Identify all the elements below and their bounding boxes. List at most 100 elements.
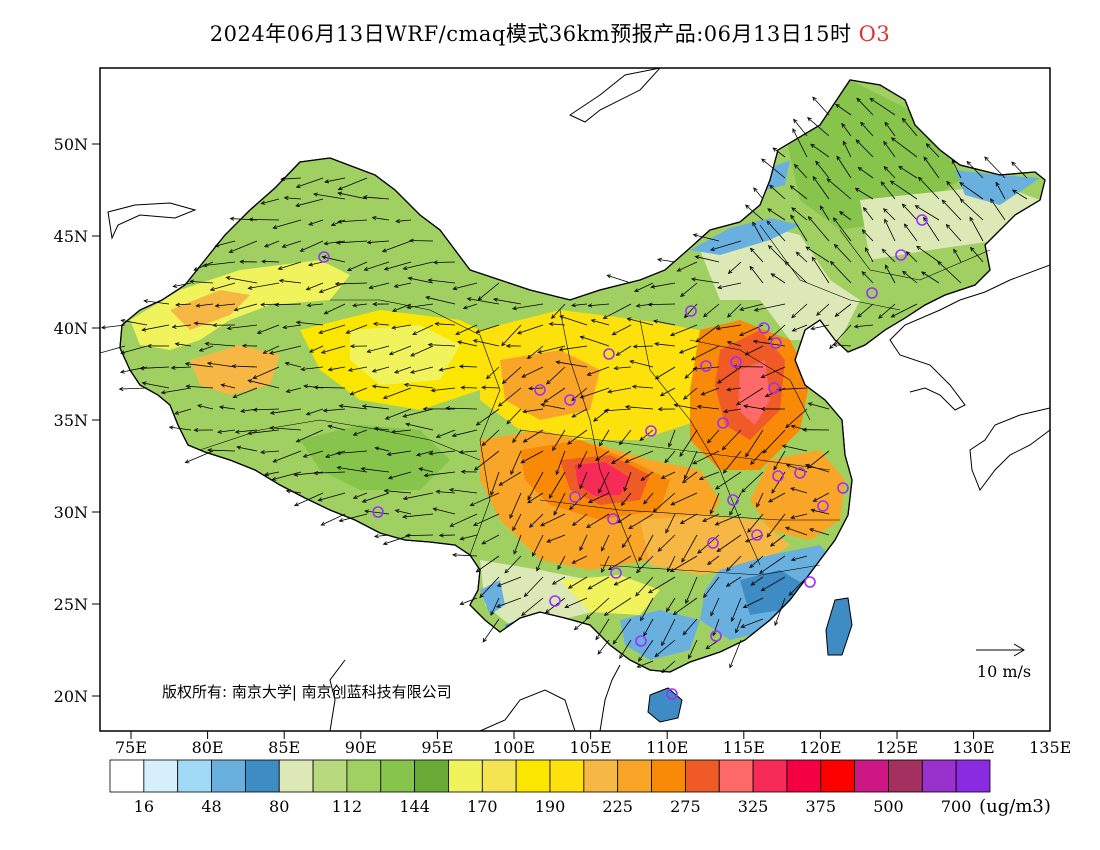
wind-arrow xyxy=(475,408,500,426)
wind-arrow xyxy=(498,471,522,486)
station-marker xyxy=(895,249,907,261)
wind-arrow xyxy=(865,247,874,263)
wind-arrow xyxy=(469,492,500,507)
wind-arrow xyxy=(247,282,280,290)
colorbar-swatch xyxy=(346,759,382,793)
wind-arrow xyxy=(197,404,214,410)
wind-arrow xyxy=(647,302,676,307)
lat-label: 25N xyxy=(54,595,88,614)
wind-arrow xyxy=(690,345,720,361)
wind-arrow xyxy=(795,251,808,263)
wind-arrow xyxy=(281,240,302,248)
wind-arrow xyxy=(862,206,874,221)
wind-arrow xyxy=(427,342,456,347)
colorbar-swatch xyxy=(684,759,720,793)
wind-arrow xyxy=(452,552,478,558)
wind-arrow xyxy=(745,429,764,458)
wind-arrow xyxy=(714,513,742,526)
wind-arrow xyxy=(295,429,324,443)
wind-arrow xyxy=(261,259,280,264)
wind-arrow xyxy=(382,534,412,546)
wind-arrow xyxy=(204,341,236,347)
wind-arrow xyxy=(218,405,236,410)
wind-arrow xyxy=(406,303,434,310)
wind-arrow xyxy=(698,471,720,481)
wind-arrow xyxy=(382,387,412,400)
station-marker xyxy=(569,491,581,503)
station-marker xyxy=(645,425,657,437)
wind-arrow xyxy=(790,513,808,520)
map-title: 2024年06月13日WRF/cmaq模式36km预报产品:06月13日15时 … xyxy=(0,18,1100,48)
wind-arrow xyxy=(320,345,346,354)
wind-arrow xyxy=(629,359,654,368)
station-marker xyxy=(607,513,619,525)
wind-arrow xyxy=(100,345,126,354)
wind-arrow xyxy=(252,407,280,412)
wind-arrow xyxy=(559,315,588,326)
wind-arrow xyxy=(683,387,698,400)
wind-arrow xyxy=(673,403,698,410)
wind-arrow xyxy=(548,471,566,499)
wind-arrow xyxy=(678,345,698,354)
wind-arrow xyxy=(599,429,610,447)
wind-arrow xyxy=(706,429,720,444)
wind-arrow xyxy=(883,208,896,221)
wind-arrow xyxy=(914,205,940,221)
wind-arrow xyxy=(256,324,280,334)
wind-arrow xyxy=(579,534,588,552)
wind-arrow xyxy=(767,324,786,341)
wind-arrow xyxy=(613,365,632,371)
colorbar-swatch xyxy=(278,759,314,793)
india-coast xyxy=(329,659,346,731)
wind-arrow xyxy=(631,384,654,389)
wind-arrow xyxy=(855,139,874,158)
wind-arrow xyxy=(139,366,170,371)
wind-arrow xyxy=(572,513,588,526)
wind-arrow xyxy=(512,303,544,311)
wind-arrow xyxy=(555,450,566,476)
wind-arrow xyxy=(481,534,500,545)
wind-arrow xyxy=(548,321,566,327)
wind-arrow xyxy=(490,471,500,496)
wind-arrow xyxy=(749,265,764,284)
wind-arrow xyxy=(839,211,852,221)
wind-arrow xyxy=(271,471,302,481)
wind-arrow xyxy=(679,513,698,524)
wind-arrow xyxy=(766,513,786,538)
wind-arrow xyxy=(841,122,852,137)
station-marker xyxy=(772,470,784,482)
wind-arrow xyxy=(703,303,720,318)
wind-arrow xyxy=(683,303,698,319)
lon-label: 125E xyxy=(876,738,918,757)
wind-arrow xyxy=(785,408,808,429)
wind-arrow xyxy=(120,345,148,355)
wind-arrow xyxy=(937,260,962,284)
wind-arrow xyxy=(526,345,544,360)
colorbar-tick-label: 375 xyxy=(805,797,836,816)
wind-arrow xyxy=(346,261,368,272)
wind-arrow xyxy=(648,576,676,594)
wind-arrow xyxy=(595,618,610,641)
wind-arrow xyxy=(691,277,720,284)
wind-arrow xyxy=(618,429,632,446)
wind-arrow xyxy=(861,229,874,242)
wind-arrow xyxy=(327,366,346,372)
wind-arrow xyxy=(269,425,302,431)
wind-arrow xyxy=(472,339,500,347)
wind-arrow xyxy=(946,180,962,200)
wind-arrow xyxy=(966,160,984,179)
wind-arrow xyxy=(660,471,676,479)
colorbar-swatch xyxy=(786,759,822,793)
concentration-colorbar xyxy=(109,759,991,793)
wind-arrow xyxy=(788,576,808,596)
wind-arrow xyxy=(665,597,676,613)
wind-arrow xyxy=(857,303,874,318)
colorbar-tick-label: 500 xyxy=(873,797,904,816)
wind-arrow xyxy=(638,639,654,662)
wind-arrow xyxy=(639,429,654,442)
wind-arrow xyxy=(552,429,566,452)
wind-arrow xyxy=(959,198,984,221)
colorbar-swatch xyxy=(211,759,246,793)
colorbar-swatch xyxy=(109,759,145,793)
